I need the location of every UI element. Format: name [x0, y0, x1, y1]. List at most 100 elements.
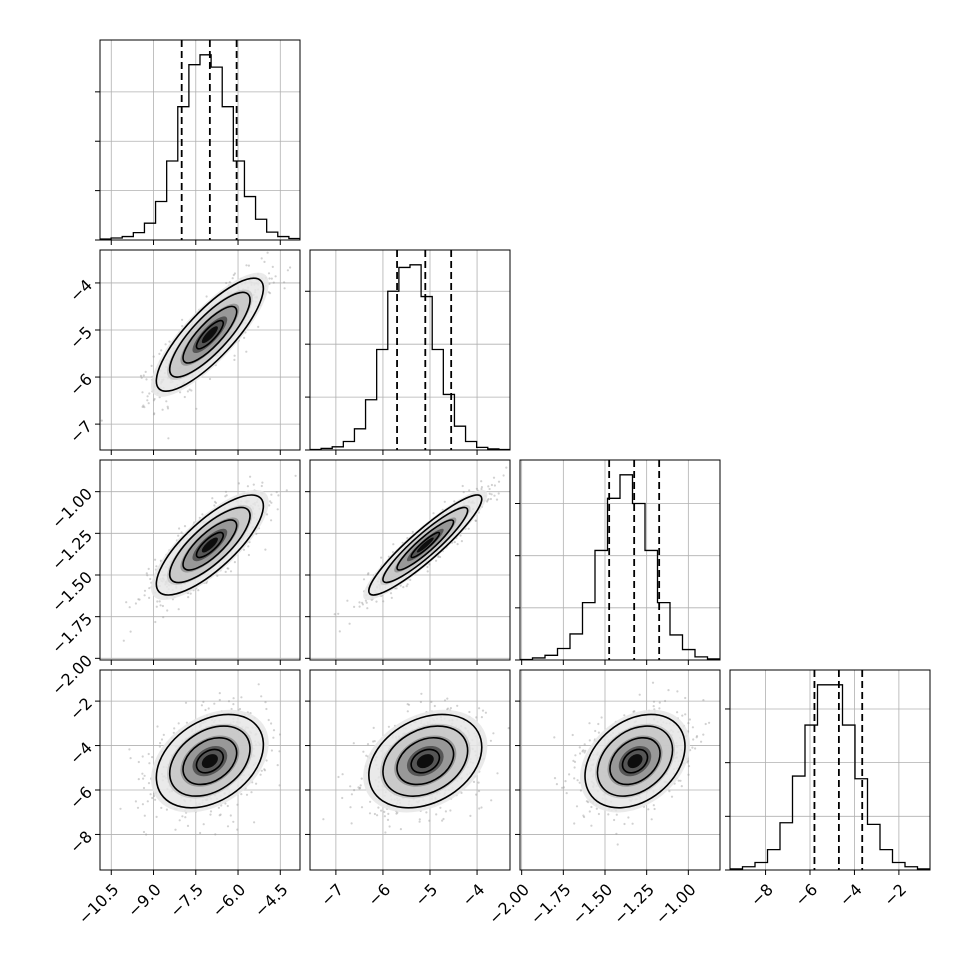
scatter-point: [409, 578, 412, 582]
x-tick-label: −4.5: [251, 880, 292, 921]
scatter-point: [475, 793, 478, 796]
scatter-point: [233, 561, 236, 564]
scatter-point: [652, 700, 656, 703]
scatter-point: [480, 716, 483, 719]
scatter-point: [226, 804, 229, 808]
scatter-point: [141, 755, 144, 758]
scatter-point: [141, 772, 144, 775]
scatter-point: [387, 725, 390, 728]
scatter-point: [190, 389, 193, 392]
scatter-point: [140, 376, 143, 379]
x-tick-label: −4: [458, 880, 488, 910]
scatter-point: [134, 602, 137, 605]
scatter-point: [214, 833, 217, 836]
scatter-point: [253, 821, 256, 824]
scatter-point: [267, 291, 270, 294]
scatter-point: [186, 390, 189, 393]
y-tick-label: −1.75: [48, 609, 96, 657]
scatter-point: [208, 377, 212, 381]
scatter-point: [278, 750, 281, 753]
scatter-point: [467, 527, 470, 530]
scatter-point: [382, 600, 385, 603]
scatter-point: [201, 513, 204, 516]
scatter-point: [486, 500, 489, 503]
scatter-point: [449, 707, 452, 710]
panel-3-2: −2.00−1.75−1.50−1.25−1.00: [485, 669, 721, 928]
scatter-point: [358, 601, 361, 604]
scatter-point: [183, 525, 187, 528]
scatter-point: [492, 476, 496, 479]
scatter-point: [148, 587, 151, 590]
scatter-point: [147, 567, 150, 571]
panel-frame: [99, 249, 301, 451]
density-shade: [201, 754, 218, 769]
scatter-point: [428, 563, 431, 566]
scatter-points: [122, 474, 297, 642]
scatter-point: [461, 484, 464, 488]
scatter-point: [246, 485, 249, 488]
scatter-point: [477, 781, 480, 784]
scatter-point: [142, 830, 146, 834]
scatter-point: [204, 708, 207, 712]
scatter-point: [337, 612, 340, 615]
scatter-point: [364, 599, 367, 602]
scatter-point: [263, 768, 266, 771]
y-tick-label: −1.25: [48, 526, 96, 574]
scatter-point: [362, 750, 365, 753]
scatter-point: [446, 707, 450, 710]
scatter-point: [373, 812, 376, 816]
scatter-point: [139, 374, 143, 377]
scatter-point: [366, 743, 370, 746]
scatter-point: [218, 814, 221, 817]
scatter-point: [149, 793, 152, 796]
scatter-point: [516, 729, 518, 731]
scatter-point: [260, 257, 263, 260]
scatter-point: [346, 599, 349, 602]
scatter-point: [155, 815, 158, 819]
scatter-point: [453, 500, 456, 503]
scatter-point: [154, 620, 157, 624]
scatter-point: [283, 281, 286, 284]
scatter-point: [181, 318, 184, 321]
scatter-point: [209, 813, 212, 816]
scatter-point: [213, 500, 217, 503]
panel-frame: [309, 459, 511, 661]
scatter-point: [272, 736, 275, 739]
scatter-point: [260, 695, 263, 698]
scatter-point: [159, 742, 162, 745]
scatter-point: [406, 583, 409, 586]
scatter-point: [607, 813, 610, 816]
scatter-point: [197, 589, 200, 592]
scatter-point: [122, 639, 125, 642]
scatter-point: [153, 412, 156, 415]
scatter-point: [406, 710, 409, 713]
scatter-point: [264, 701, 267, 704]
scatter-point: [137, 778, 140, 781]
scatter-point: [623, 822, 626, 826]
x-tick-label: −10.5: [74, 880, 122, 928]
scatter-point: [425, 811, 428, 814]
scatter-point: [387, 812, 390, 816]
scatter-point: [216, 574, 219, 578]
scatter-point: [386, 818, 390, 822]
scatter-point: [555, 783, 559, 786]
scatter-point: [160, 349, 163, 352]
x-tick-label: −9.0: [124, 880, 165, 921]
scatter-points: [100, 251, 292, 440]
scatter-point: [402, 586, 405, 589]
scatter-point: [152, 399, 156, 402]
scatter-point: [151, 796, 154, 800]
scatter-points: [553, 681, 711, 846]
scatter-point: [270, 722, 273, 725]
scatter-point: [526, 439, 528, 441]
scatter-point: [263, 260, 266, 263]
scatter-point: [199, 831, 202, 835]
scatter-point: [380, 556, 383, 559]
scatter-point: [350, 822, 353, 825]
scatter-point: [226, 567, 229, 570]
scatter-point: [232, 273, 235, 277]
scatter-point: [211, 497, 214, 500]
x-tick-label: −7: [317, 880, 347, 910]
scatter-point: [265, 759, 268, 762]
scatter-point: [231, 277, 234, 280]
